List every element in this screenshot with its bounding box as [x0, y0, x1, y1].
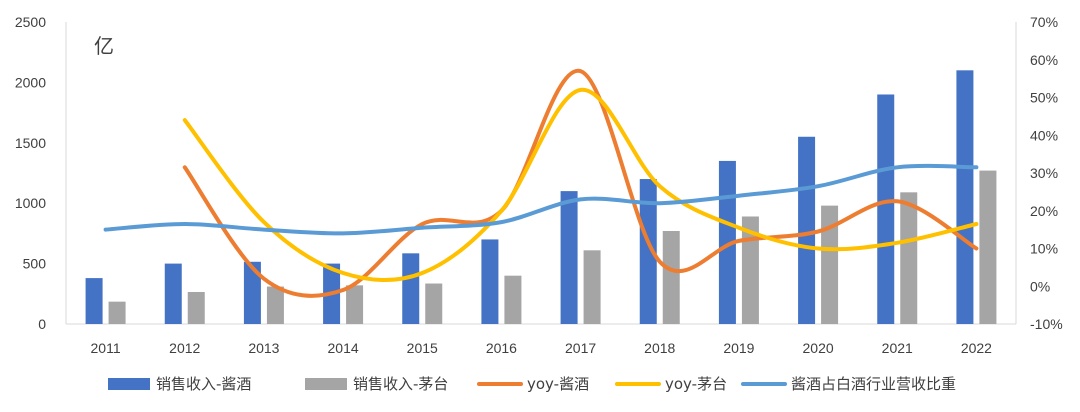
line-share	[103, 163, 979, 236]
y-left-tick-label: 1500	[15, 135, 46, 151]
plot-area: 0 500 1000 1500 2000 2500 -10% 0% 10% 20% 30% 40% 50…	[15, 14, 1063, 356]
bar-jiangjiu	[243, 261, 261, 324]
y-right-tick-label: 30%	[1030, 165, 1058, 181]
line-yoy-jiangjiu	[182, 69, 979, 298]
bar-jiangjiu	[164, 263, 182, 324]
x-tick-label: 2015	[407, 340, 438, 356]
bar-jiangjiu	[877, 94, 895, 324]
y-right-tick-label: 10%	[1030, 241, 1058, 257]
y-left-tick-label: 2500	[15, 14, 46, 30]
bar-maotai	[821, 205, 839, 324]
x-tick-label: 2018	[644, 340, 675, 356]
y-left-tick-label: 2000	[15, 74, 46, 90]
x-tick-label: 2012	[169, 340, 200, 356]
x-tick-label: 2022	[961, 340, 992, 356]
y-left-tick-label: 500	[23, 256, 47, 272]
bar-jiangjiu	[639, 179, 657, 324]
bar-jiangjiu	[798, 136, 816, 324]
y-right-tick-label: 50%	[1030, 90, 1058, 106]
legend-label: 销售收入-茅台	[353, 375, 448, 393]
y-right-tick-label: 70%	[1030, 14, 1058, 30]
bar-maotai	[504, 275, 522, 324]
bar-jiangjiu	[85, 278, 103, 324]
bar-maotai	[662, 230, 680, 324]
y-right-tick-label: 60%	[1030, 52, 1058, 68]
x-tick-label: 2017	[565, 340, 596, 356]
bar-maotai	[346, 285, 364, 324]
x-tick-label: 2013	[248, 340, 279, 356]
legend-swatch	[305, 378, 347, 390]
x-tick-label: 2016	[486, 340, 517, 356]
bar-jiangjiu	[560, 191, 578, 324]
bar-jiangjiu	[481, 239, 499, 324]
legend-label: yoy-茅台	[665, 375, 727, 393]
y-right-tick-label: 40%	[1030, 127, 1058, 143]
y-left-tick-label: 0	[38, 316, 46, 332]
y-left-tick-label: 1000	[15, 195, 46, 211]
bar-maotai	[979, 170, 997, 324]
bar-maotai	[266, 286, 284, 324]
unit-label: 亿	[94, 34, 114, 58]
legend-label: yoy-酱酒	[527, 375, 589, 393]
bar-jiangjiu	[956, 70, 974, 324]
bar-maotai	[900, 192, 918, 324]
legend: 销售收入-酱酒 销售收入-茅台 yoy-酱酒 yoy-茅台 酱酒占白酒行业营收比重	[108, 375, 956, 393]
bar-maotai	[741, 216, 759, 324]
legend-label: 销售收入-酱酒	[156, 375, 251, 393]
y-right-tick-label: 0%	[1030, 278, 1050, 294]
bar-jiangjiu	[718, 160, 736, 324]
bar-maotai	[583, 250, 601, 324]
y-right-tick-label: -10%	[1030, 316, 1063, 332]
legend-swatch	[108, 378, 150, 390]
bar-jiangjiu	[402, 253, 420, 324]
y-right-tick-label: 20%	[1030, 203, 1058, 219]
line-yoy-maotai	[182, 87, 979, 283]
x-tick-label: 2019	[723, 340, 754, 356]
x-tick-label: 2021	[882, 340, 913, 356]
bar-maotai	[187, 291, 205, 324]
x-tick-label: 2014	[328, 340, 359, 356]
x-tick-label: 2020	[803, 340, 834, 356]
legend-label: 酱酒占白酒行业营收比重	[791, 375, 956, 393]
x-tick-label: 2011	[91, 340, 121, 356]
bar-maotai	[108, 301, 126, 324]
bar-maotai	[425, 283, 443, 324]
